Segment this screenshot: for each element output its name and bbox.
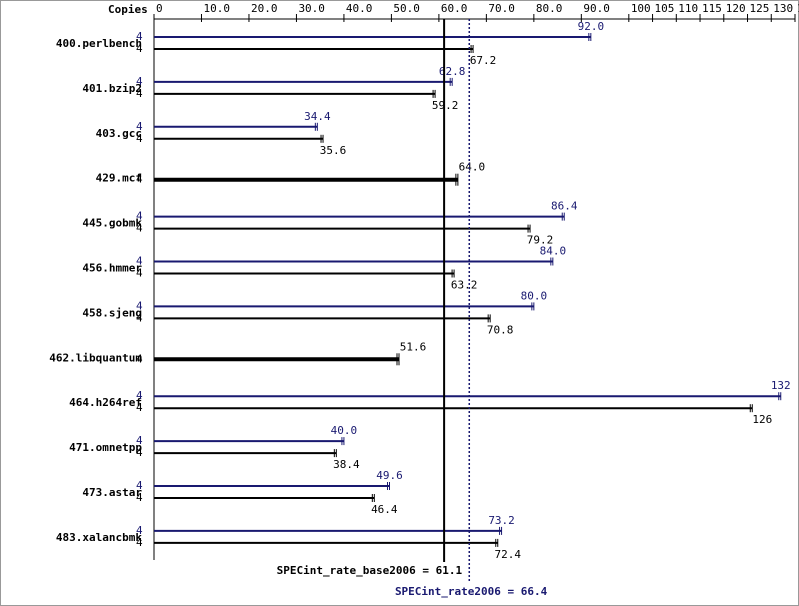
value-label: 51.6 [400,340,427,353]
copies-value: 4 [136,401,143,414]
value-label: 84.0 [540,245,567,258]
category-label: 473.astar [82,486,142,499]
category-label: 464.h264ref [69,396,142,409]
copies-value: 4 [136,75,143,88]
copies-value: 4 [136,267,143,280]
copies-value: 4 [136,389,143,402]
copies-value: 4 [136,434,143,447]
value-label: 86.4 [551,200,578,213]
category-label: 401.bzip2 [82,82,142,95]
copies-value: 4 [136,255,143,268]
category-label: 471.omnetpp [69,441,142,454]
value-label: 132 [771,379,791,392]
x-tick-label: 110 [678,2,698,15]
copies-value: 4 [136,42,143,55]
value-label: 62.8 [439,65,466,78]
x-tick-label: 40.0 [346,2,373,15]
x-tick-label: 60.0 [441,2,468,15]
value-label: 126 [752,413,772,426]
copies-value: 4 [136,120,143,133]
category-label: 403.gcc [96,127,142,140]
x-tick-label: 115 [702,2,722,15]
x-tick-label: 135 [797,2,799,15]
value-label: 35.6 [320,144,347,157]
x-tick-label: 20.0 [251,2,277,15]
value-label: 73.2 [488,514,515,527]
value-label: 70.8 [487,323,514,336]
copies-value: 4 [136,491,143,504]
value-label: 64.0 [459,161,486,174]
value-label: 49.6 [376,469,403,482]
x-tick-label: 30.0 [298,2,325,15]
x-tick-label: 0 [156,2,163,15]
reference-label: SPECint_rate2006 = 66.4 [395,585,548,598]
category-label: 458.sjeng [82,306,142,319]
x-tick-label: 130 [773,2,793,15]
copies-value: 4 [136,210,143,223]
copies-value: 4 [136,173,143,186]
value-label: 72.4 [495,548,522,561]
category-label: 429.mcf [96,172,142,185]
x-tick-label: 100 [631,2,651,15]
x-tick-label: 120 [726,2,746,15]
value-label: 79.2 [527,234,554,247]
x-tick-label: 10.0 [203,2,230,15]
x-tick-label: 50.0 [393,2,420,15]
value-label: 63.2 [451,279,478,292]
value-label: 40.0 [331,424,358,437]
category-label: 483.xalancbmk [56,531,142,544]
copies-value: 4 [136,536,143,549]
value-label: 46.4 [371,503,398,516]
value-label: 38.4 [333,458,360,471]
copies-value: 4 [136,87,143,100]
copies-header: Copies [108,3,148,16]
value-label: 80.0 [521,289,548,302]
copies-value: 4 [136,311,143,324]
copies-value: 4 [136,222,143,235]
reference-label: SPECint_rate_base2006 = 61.1 [277,564,463,577]
x-tick-label: 80.0 [536,2,563,15]
copies-value: 4 [136,524,143,537]
copies-value: 4 [136,30,143,43]
x-tick-label: 125 [750,2,770,15]
copies-value: 4 [136,299,143,312]
copies-value: 4 [136,479,143,492]
copies-value: 4 [136,446,143,459]
value-label: 92.0 [578,20,605,33]
value-label: 34.4 [304,110,331,123]
x-tick-label: 90.0 [583,2,610,15]
category-label: 400.perlbench [56,37,142,50]
category-label: 462.libquantum [49,351,142,364]
value-label: 67.2 [470,54,497,67]
copies-value: 4 [136,132,143,145]
category-label: 445.gobmk [82,217,142,230]
x-tick-label: 70.0 [488,2,515,15]
copies-value: 4 [136,352,143,365]
x-tick-label: 105 [655,2,675,15]
category-label: 456.hmmer [82,262,142,275]
